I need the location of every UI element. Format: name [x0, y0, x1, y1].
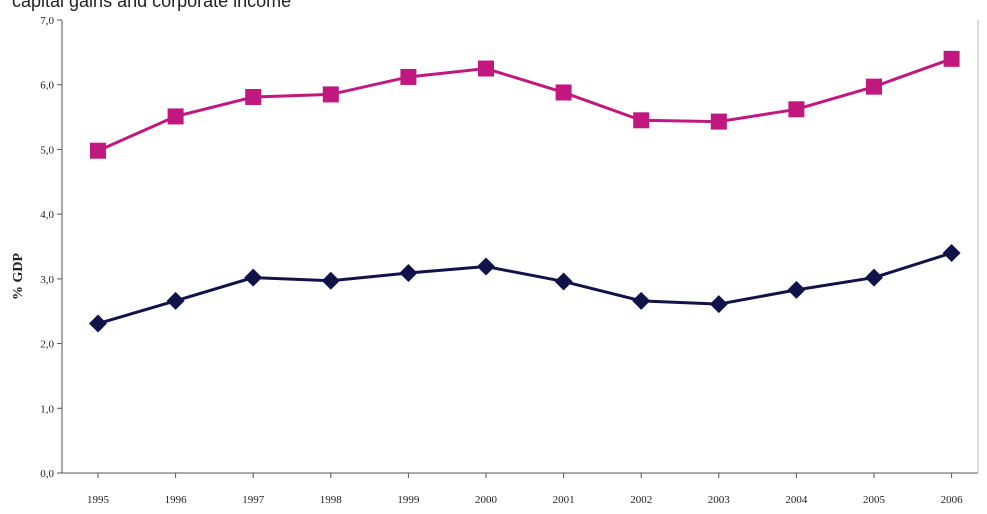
- data-point-square: [478, 60, 494, 77]
- x-tick-label: 2006: [941, 494, 964, 506]
- series-2: [89, 243, 961, 333]
- series-1: [90, 50, 960, 159]
- data-point-diamond: [709, 295, 728, 314]
- series-line: [97, 57, 953, 153]
- data-point-square: [866, 78, 882, 95]
- data-point-diamond: [942, 243, 961, 262]
- y-tick-label: 0,0: [40, 468, 54, 480]
- x-tick-label: 2005: [863, 494, 886, 506]
- y-axis-label: % GDP: [11, 253, 26, 301]
- data-point-square: [400, 68, 417, 85]
- chart-axes: [61, 20, 979, 474]
- x-tick-label: 2001: [553, 494, 575, 506]
- x-tick-label: 1996: [165, 494, 188, 506]
- data-point-diamond: [89, 314, 107, 333]
- y-tick-label: 7,0: [40, 15, 54, 27]
- data-point-diamond: [399, 264, 418, 283]
- data-point-square: [555, 84, 572, 101]
- x-tick-label: 2000: [475, 494, 498, 506]
- data-point-square: [788, 101, 805, 118]
- data-point-diamond: [632, 291, 651, 310]
- data-point-square: [943, 50, 960, 67]
- x-tick-label: 2002: [630, 494, 652, 506]
- plot-area: [89, 50, 961, 333]
- x-axis-ticks: 1995 1996 1997 1998 1999 2000 2001 2002 2003 2004…: [87, 473, 963, 506]
- x-tick-label: 1999: [397, 494, 420, 506]
- y-axis-ticks: 0,0 1,0 2,0 3,0 4,0 5,0 6,0 7,0: [40, 15, 62, 480]
- x-tick-label: 1995: [87, 494, 110, 506]
- data-point-diamond: [166, 291, 185, 310]
- data-point-diamond: [244, 268, 263, 287]
- data-point-square: [167, 108, 184, 125]
- data-point-square: [710, 113, 727, 130]
- chart-caption: capital gains and corporate income: [12, 0, 292, 11]
- y-tick-label: 3,0: [40, 274, 54, 286]
- data-point-square: [90, 142, 106, 159]
- series-line: [97, 251, 953, 325]
- data-point-diamond: [865, 268, 883, 287]
- data-point-diamond: [477, 257, 495, 276]
- data-point-square: [633, 112, 650, 129]
- data-point-diamond: [321, 271, 340, 290]
- data-point-square: [322, 86, 339, 103]
- x-tick-label: 1997: [242, 494, 265, 506]
- x-tick-label: 2004: [785, 494, 808, 506]
- data-point-diamond: [554, 272, 573, 291]
- x-tick-label: 1998: [320, 494, 343, 506]
- y-tick-label: 4,0: [40, 209, 54, 221]
- y-tick-label: 1,0: [40, 403, 54, 415]
- x-tick-label: 2003: [708, 494, 731, 506]
- data-point-square: [245, 89, 262, 106]
- y-tick-label: 5,0: [40, 144, 54, 156]
- y-tick-label: 6,0: [40, 80, 54, 92]
- y-tick-label: 2,0: [40, 339, 54, 351]
- data-point-diamond: [787, 280, 806, 299]
